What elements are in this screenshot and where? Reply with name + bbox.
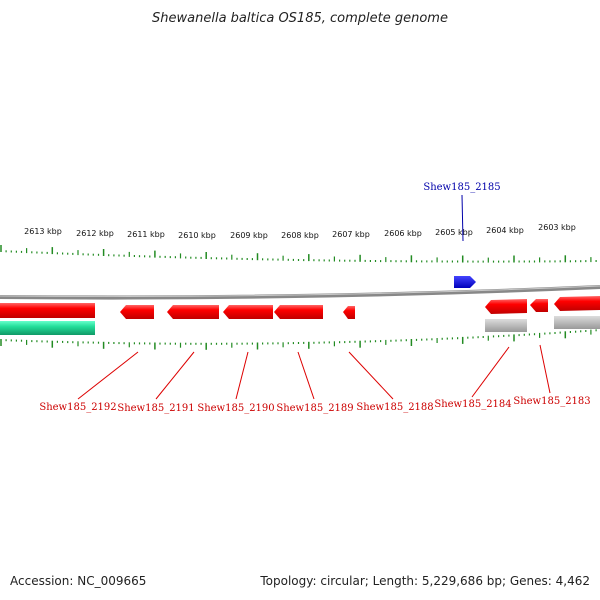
feature-gray-2[interactable]: [554, 316, 600, 329]
kbp-label: 2606 kbp: [384, 229, 422, 238]
kbp-label: 2609 kbp: [230, 231, 268, 240]
genome-backbone: [0, 285, 600, 300]
gene-shew185-2188[interactable]: [274, 305, 323, 319]
gene-shew185-2192[interactable]: [0, 303, 95, 318]
gene-label-shew185-2184[interactable]: Shew185_2184: [434, 399, 511, 410]
kbp-label: 2603 kbp: [538, 223, 576, 232]
gene-shew185-2191[interactable]: [120, 305, 154, 319]
kbp-label: 2604 kbp: [486, 226, 524, 235]
gene-label-shew185-2189[interactable]: Shew185_2189: [276, 403, 353, 414]
feature-gray-1[interactable]: [485, 319, 527, 332]
gene-shew185-2185[interactable]: [454, 276, 476, 288]
gene-label-shew185-2192[interactable]: Shew185_2192: [39, 402, 116, 413]
kbp-label: 2610 kbp: [178, 231, 216, 240]
gene-shew185-2190[interactable]: [167, 305, 219, 319]
upper-tick-ruler: [0, 245, 597, 263]
gene-shew185-2189[interactable]: [223, 305, 273, 319]
kbp-label: 2611 kbp: [127, 230, 165, 239]
lower-tick-ruler: [0, 329, 597, 350]
genome-summary-text: Topology: circular; Length: 5,229,686 bp…: [260, 574, 590, 588]
gene-red-small-right[interactable]: [530, 299, 548, 312]
kbp-label: 2613 kbp: [24, 227, 62, 236]
feature-green-track[interactable]: [0, 321, 95, 335]
ruler-labels: 2613 kbp 2612 kbp 2611 kbp 2610 kbp 2609…: [24, 223, 576, 240]
gene-label-shew185-2191[interactable]: Shew185_2191: [117, 403, 194, 414]
kbp-label: 2612 kbp: [76, 229, 114, 238]
accession-text: Accession: NC_009665: [10, 574, 147, 588]
kbp-label: 2607 kbp: [332, 230, 370, 239]
gene-label-shew185-2190[interactable]: Shew185_2190: [197, 403, 274, 414]
gene-shew185-2183[interactable]: [554, 296, 600, 311]
map-title: Shewanella baltica OS185, complete genom…: [152, 11, 448, 26]
gene-label-shew185-2188[interactable]: Shew185_2188: [356, 402, 433, 413]
gene-callout-lines: [77, 194, 551, 400]
gene-small-red[interactable]: [343, 306, 355, 319]
gene-label-shew185-2183[interactable]: Shew185_2183: [513, 396, 590, 407]
gene-shew185-2184[interactable]: [485, 299, 527, 314]
genome-backbone-highlight: [0, 285, 600, 298]
kbp-label: 2605 kbp: [435, 228, 473, 237]
reverse-genes: [0, 296, 600, 319]
gene-label-shew185-2185[interactable]: Shew185_2185: [423, 182, 500, 193]
kbp-label: 2608 kbp: [281, 231, 319, 240]
